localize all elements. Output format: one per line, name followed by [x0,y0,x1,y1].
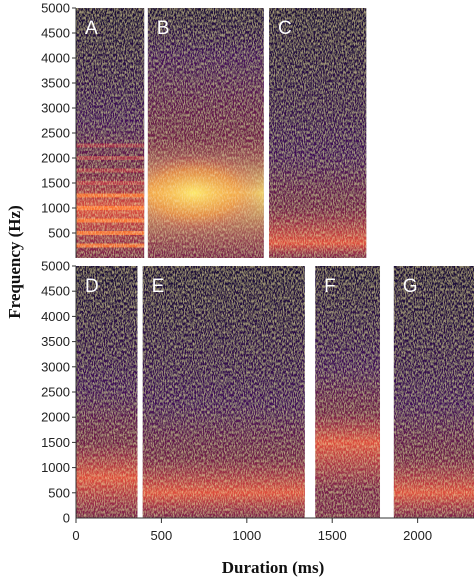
x-tick-label: 1000 [232,528,261,543]
y-tick-label: 3000 [41,101,70,116]
y-tick-label: 2500 [41,126,70,141]
y-tick-label: 3500 [41,76,70,91]
y-tick-label: 3000 [41,359,70,374]
y-tick-label: 4500 [41,284,70,299]
energy-layer [269,8,367,258]
y-tick-label: 500 [48,485,70,500]
energy-layer [142,266,305,518]
energy-layer [393,266,474,518]
panel-C: C [269,8,367,258]
y-axis-title: Frequency (Hz) [5,205,24,318]
panel-F: F [315,266,381,518]
x-tick-label: 1500 [318,528,347,543]
y-tick-label: 1500 [41,176,70,191]
harmonic-band [76,218,145,223]
y-tick-label: 500 [48,226,70,241]
x-tick-label: 2000 [403,528,432,543]
energy-layer [315,266,381,518]
panel-label-C: C [278,18,292,39]
panel-label-D: D [85,276,99,297]
panel-E: E [142,266,305,518]
panel-label-B: B [157,18,170,39]
harmonic-band [76,231,145,235]
harmonic-band [76,243,145,248]
y-tick-label: 2000 [41,410,70,425]
y-tick-label: 5000 [41,1,70,16]
x-axis-title: Duration (ms) [222,558,324,577]
x-tick-label: 0 [72,528,79,543]
spectrogram-panels: A B C D E F G [76,8,474,518]
y-tick-label: 2500 [41,385,70,400]
y-tick-label: 0 [63,511,70,526]
y-tick-label: 4500 [41,26,70,41]
harmonic-band [76,206,145,210]
energy-hotspot [147,153,264,233]
energy-layer [76,266,138,518]
panel-A: A [76,8,145,258]
panel-label-A: A [85,18,98,39]
harmonic-band [76,143,145,148]
energy-layer [76,8,145,258]
y-tick-label: 4000 [41,51,70,66]
harmonic-band [76,156,145,160]
y-tick-label: 3500 [41,334,70,349]
y-tick-label: 1000 [41,460,70,475]
x-axis: 0 500 1000 1500 2000 [72,517,474,543]
y-tick-label: 4000 [41,309,70,324]
panel-label-G: G [403,276,418,297]
panel-D: D [76,266,138,518]
y-axis-top-row: 500 1000 1500 2000 2500 3000 3500 4000 4500 5000 [41,1,77,258]
y-tick-label: 1500 [41,435,70,450]
harmonic-band [76,181,145,185]
harmonic-band [76,168,145,173]
harmonic-band [76,193,145,198]
panel-label-F: F [324,276,336,297]
panel-G: G [393,266,474,518]
panel-label-E: E [152,276,165,297]
y-tick-label: 5000 [41,259,70,274]
y-tick-label: 1000 [41,201,70,216]
y-tick-label: 2000 [41,151,70,166]
panel-B: B [147,8,264,258]
x-tick-label: 500 [151,528,173,543]
y-axis-bottom-row: 500 1000 1500 2000 2500 3000 3500 4000 4500 5000 0 [41,259,77,526]
